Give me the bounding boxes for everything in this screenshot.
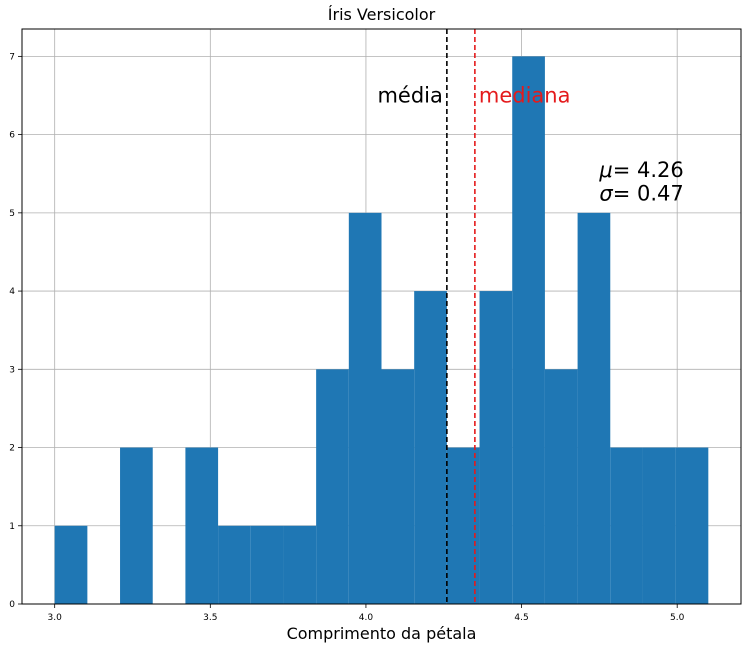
- x-axis-label: Comprimento da pétala: [287, 624, 477, 643]
- histogram-bar: [479, 291, 513, 604]
- y-tick-label: 1: [9, 522, 15, 532]
- histogram-bar: [512, 56, 545, 604]
- sigma-stat-symbol: σ: [599, 181, 613, 205]
- x-tick-label: 5.0: [670, 613, 685, 623]
- x-tick-label: 4.0: [359, 613, 374, 623]
- y-tick-label: 0: [9, 600, 15, 610]
- x-tick-label: 3.5: [203, 613, 217, 623]
- y-tick-label: 2: [9, 444, 15, 454]
- histogram-bar: [675, 447, 709, 604]
- histogram-bar: [54, 525, 88, 604]
- sigma-stat: σ= 0.47: [599, 181, 683, 205]
- sigma-stat-value: = 0.47: [613, 181, 684, 205]
- y-tick-label: 5: [9, 209, 15, 219]
- histogram-bar: [381, 369, 415, 604]
- y-tick-label: 7: [9, 52, 15, 62]
- mu-stat: μ= 4.26: [598, 158, 683, 182]
- mu-stat-value: = 4.26: [613, 158, 684, 182]
- histogram-bar: [185, 447, 219, 604]
- chart-title: Íris Versicolor: [328, 5, 436, 24]
- mediana-label: mediana: [479, 83, 571, 107]
- histogram-bars: [54, 56, 709, 604]
- y-tick-label: 3: [9, 365, 15, 375]
- histogram-bar: [283, 525, 317, 604]
- plot-frame: [21, 28, 742, 605]
- histogram-bar: [544, 369, 578, 604]
- mu-stat-symbol: μ: [598, 158, 612, 182]
- histogram-bar: [120, 447, 153, 604]
- y-tick-label: 6: [9, 131, 15, 141]
- histogram-bar: [577, 212, 611, 604]
- y-tick-label: 4: [9, 287, 15, 297]
- histogram-bar: [610, 447, 643, 604]
- x-tick-label: 4.5: [514, 613, 528, 623]
- histogram-bar: [218, 525, 251, 604]
- x-tick-label: 3.0: [48, 613, 63, 623]
- histogram-bar: [250, 525, 284, 604]
- histogram-bar: [348, 212, 382, 604]
- histogram-bar: [316, 369, 349, 604]
- axis-ticks: 3.0 3.5 4.0 4.5 5.0 0 1 2 3 4 5 6 7: [9, 52, 684, 623]
- média-label: média: [377, 83, 442, 107]
- annotations: média mediana μ= 4.26σ= 0.47: [377, 83, 683, 205]
- histogram-bar: [642, 447, 676, 604]
- histogram-bar: [414, 291, 447, 604]
